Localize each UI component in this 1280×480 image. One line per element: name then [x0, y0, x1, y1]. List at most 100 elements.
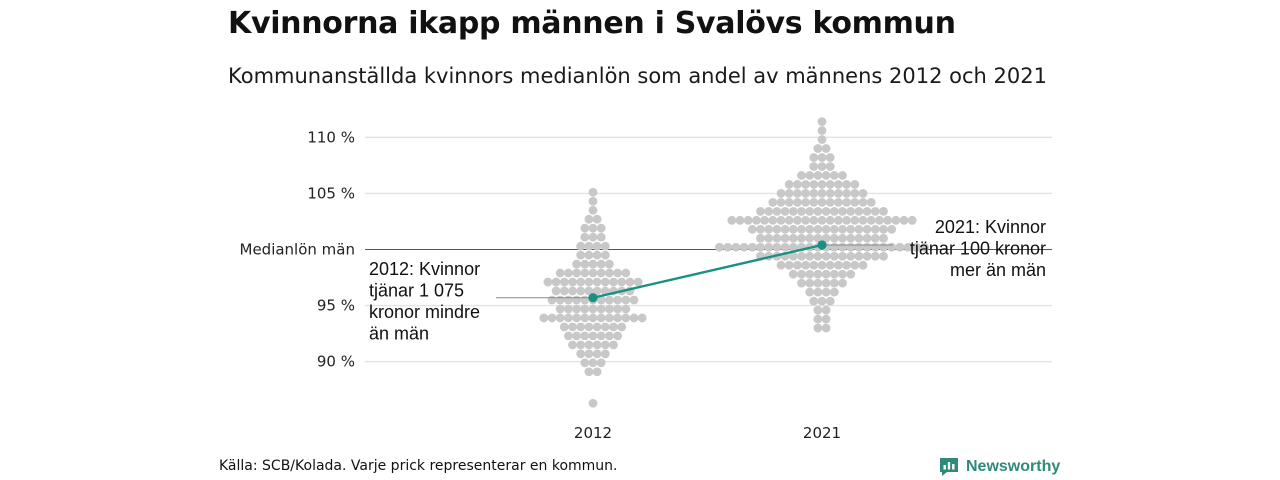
municipality-dot — [793, 198, 802, 207]
municipality-dot — [572, 331, 581, 340]
municipality-dot — [605, 269, 614, 278]
municipality-dot — [846, 270, 855, 279]
municipality-dot — [601, 349, 610, 358]
municipality-dot — [883, 216, 892, 225]
municipality-dot — [564, 269, 573, 278]
municipality-dot — [826, 162, 835, 171]
municipality-dot — [777, 261, 786, 270]
municipality-dot — [548, 296, 557, 305]
municipality-dot — [585, 323, 594, 332]
municipality-dot — [834, 198, 843, 207]
municipality-dot — [609, 340, 618, 349]
municipality-dot — [630, 314, 639, 323]
municipality-dot — [556, 296, 565, 305]
municipality-dot — [863, 225, 872, 234]
municipality-dot — [585, 242, 594, 251]
municipality-dot — [568, 278, 577, 287]
municipality-dot — [887, 243, 896, 252]
municipality-dot — [846, 252, 855, 261]
municipality-dot — [568, 340, 577, 349]
municipality-dot — [756, 225, 765, 234]
municipality-dot — [740, 243, 749, 252]
highlight-point-2021 — [817, 240, 826, 249]
municipality-dot — [572, 296, 581, 305]
municipality-dot — [781, 234, 790, 243]
municipality-dot — [834, 180, 843, 189]
municipality-dot — [756, 207, 765, 216]
municipality-dot — [859, 198, 868, 207]
municipality-dot — [580, 269, 589, 278]
municipality-dot — [613, 314, 622, 323]
municipality-dot — [580, 331, 589, 340]
municipality-dot — [809, 153, 818, 162]
municipality-dot — [826, 180, 835, 189]
municipality-dot — [589, 224, 598, 233]
municipality-dot — [630, 296, 639, 305]
municipality-dot — [805, 288, 814, 297]
municipality-dot — [638, 314, 647, 323]
municipality-dot — [809, 180, 818, 189]
municipality-dot — [572, 260, 581, 269]
municipality-dot — [830, 243, 839, 252]
municipality-dot — [814, 288, 823, 297]
municipality-dot — [826, 189, 835, 198]
municipality-dot — [789, 234, 798, 243]
municipality-dot — [842, 198, 851, 207]
municipality-dot — [838, 234, 847, 243]
municipality-dot — [855, 234, 864, 243]
municipality-dot — [601, 340, 610, 349]
municipality-dot — [781, 207, 790, 216]
municipality-dot — [576, 251, 585, 260]
municipality-dot — [544, 278, 553, 287]
municipality-dot — [560, 323, 569, 332]
municipality-dot — [601, 242, 610, 251]
municipality-dot — [723, 243, 732, 252]
municipality-dot — [593, 242, 602, 251]
municipality-dot — [809, 189, 818, 198]
municipality-dot — [585, 215, 594, 224]
municipality-dot — [597, 358, 606, 367]
municipality-dot — [879, 207, 888, 216]
municipality-dot — [781, 225, 790, 234]
municipality-dot — [601, 278, 610, 287]
municipality-dot — [589, 206, 598, 215]
annotation-2021: 2021: Kvinnor — [935, 217, 1046, 237]
municipality-dot — [863, 243, 872, 252]
municipality-dot — [826, 216, 835, 225]
municipality-dot — [621, 305, 630, 314]
municipality-dot — [818, 153, 827, 162]
municipality-dot — [822, 171, 831, 180]
municipality-dot — [789, 207, 798, 216]
municipality-dot — [871, 243, 880, 252]
municipality-dot — [601, 251, 610, 260]
municipality-dot — [568, 287, 577, 296]
municipality-dot — [830, 270, 839, 279]
municipality-dot — [572, 305, 581, 314]
newsworthy-logo[interactable]: Newsworthy — [938, 456, 1060, 478]
municipality-dot — [609, 323, 618, 332]
municipality-dot — [838, 207, 847, 216]
municipality-dot — [589, 399, 598, 408]
municipality-dot — [605, 314, 614, 323]
municipality-dot — [576, 242, 585, 251]
municipality-dot — [773, 234, 782, 243]
municipality-dot — [797, 171, 806, 180]
municipality-dot — [797, 252, 806, 261]
municipality-dot — [564, 305, 573, 314]
municipality-dot — [785, 216, 794, 225]
source-note: Källa: SCB/Kolada. Varje prick represent… — [219, 458, 618, 474]
municipality-dot — [822, 270, 831, 279]
municipality-dot — [585, 278, 594, 287]
municipality-dot — [834, 261, 843, 270]
municipality-dot — [752, 216, 761, 225]
municipality-dot — [593, 349, 602, 358]
municipality-dot — [859, 261, 868, 270]
municipality-dot — [556, 314, 565, 323]
municipality-dot — [764, 243, 773, 252]
municipality-dot — [744, 216, 753, 225]
municipality-dot — [777, 189, 786, 198]
municipality-dot — [842, 189, 851, 198]
municipality-dot — [576, 287, 585, 296]
municipality-dot — [593, 367, 602, 376]
municipality-dot — [589, 314, 598, 323]
